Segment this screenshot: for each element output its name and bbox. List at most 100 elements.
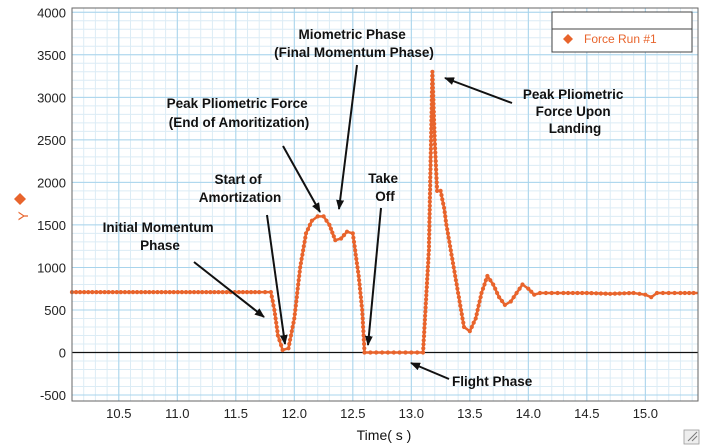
- data-point: [175, 290, 180, 295]
- data-point: [427, 215, 432, 221]
- x-tick-label: 10.5: [106, 406, 131, 421]
- data-point: [351, 235, 356, 240]
- data-point: [430, 73, 435, 78]
- data-point: [356, 269, 361, 274]
- data-point: [298, 265, 303, 270]
- data-point: [459, 307, 464, 313]
- data-point: [430, 81, 435, 86]
- x-tick-label: 13.5: [457, 406, 482, 421]
- data-point: [309, 218, 314, 223]
- data-point: [271, 303, 276, 308]
- data-point: [433, 146, 438, 151]
- data-point: [448, 244, 453, 249]
- data-point: [471, 320, 476, 325]
- data-point: [257, 290, 262, 295]
- data-point: [427, 228, 432, 233]
- data-point: [296, 278, 301, 283]
- data-point: [449, 252, 454, 257]
- data-point: [431, 113, 436, 118]
- data-point: [434, 167, 439, 172]
- data-point: [307, 222, 312, 227]
- data-point: [654, 290, 660, 296]
- data-point: [426, 260, 431, 265]
- data-point: [357, 278, 362, 283]
- data-point: [179, 290, 184, 295]
- data-point: [475, 307, 480, 313]
- data-point: [361, 329, 366, 334]
- data-point: [432, 129, 437, 134]
- annotation-peak-pliometric: Peak Pliometric Force (End of Amoritizat…: [167, 96, 312, 130]
- data-point: [163, 290, 168, 295]
- arrow-landing: [444, 77, 513, 104]
- data-point: [497, 295, 502, 300]
- y-tick-label: 2500: [37, 133, 66, 148]
- legend-entry: Force Run #1: [584, 32, 657, 46]
- data-point: [461, 324, 467, 330]
- data-point: [253, 290, 258, 295]
- data-point: [433, 150, 438, 155]
- data-point: [192, 290, 197, 295]
- arrow-flight-phase: [410, 362, 450, 380]
- data-point: [480, 286, 486, 291]
- data-point: [299, 256, 304, 261]
- data-point: [570, 290, 575, 296]
- data-point: [691, 290, 696, 296]
- data-point: [106, 290, 111, 295]
- data-point: [236, 290, 241, 295]
- data-point: [422, 330, 427, 335]
- data-point: [360, 307, 365, 313]
- data-point: [594, 291, 599, 296]
- y-axis-title: Y: [15, 211, 31, 221]
- data-point: [360, 316, 365, 321]
- data-point: [422, 317, 427, 322]
- data-point: [423, 305, 428, 310]
- data-point: [672, 290, 677, 296]
- data-point: [555, 290, 560, 296]
- data-point: [491, 282, 496, 287]
- data-point: [428, 150, 433, 156]
- data-point: [431, 109, 436, 114]
- data-point: [374, 350, 379, 355]
- data-point: [353, 252, 358, 257]
- legend-box: [551, 11, 693, 53]
- data-point: [249, 290, 254, 295]
- y-tick-label: 2000: [37, 175, 66, 190]
- data-point: [208, 290, 213, 295]
- data-point: [461, 320, 466, 325]
- data-point: [580, 290, 585, 296]
- data-point: [428, 142, 434, 147]
- data-point: [420, 350, 426, 355]
- annotation-takeoff: Take Off: [368, 171, 402, 204]
- data-point: [450, 261, 456, 266]
- data-point: [428, 138, 434, 143]
- x-tick-label: 12.5: [340, 406, 365, 421]
- data-point: [429, 130, 434, 135]
- data-point: [421, 342, 426, 347]
- data-point: [447, 239, 452, 244]
- data-point: [270, 298, 275, 304]
- data-point: [532, 292, 537, 297]
- data-point: [425, 272, 430, 277]
- data-point: [102, 290, 107, 295]
- data-point: [426, 248, 431, 253]
- data-point: [333, 238, 338, 243]
- data-point: [477, 299, 482, 304]
- data-point: [421, 334, 427, 339]
- data-point: [566, 290, 571, 296]
- data-point: [424, 285, 429, 290]
- data-point: [422, 325, 427, 331]
- data-point: [403, 350, 408, 355]
- data-point: [240, 290, 245, 295]
- data-point: [114, 290, 119, 295]
- data-point: [427, 224, 432, 229]
- y-axis-legend-marker-icon: [14, 193, 26, 205]
- data-point: [456, 290, 461, 296]
- data-point: [294, 295, 299, 300]
- data-point: [434, 184, 439, 189]
- data-point: [479, 290, 484, 296]
- corner-resize-icon[interactable]: [683, 429, 700, 445]
- data-point: [424, 289, 429, 294]
- data-point: [427, 195, 432, 200]
- data-point: [274, 324, 279, 330]
- data-point: [290, 324, 295, 330]
